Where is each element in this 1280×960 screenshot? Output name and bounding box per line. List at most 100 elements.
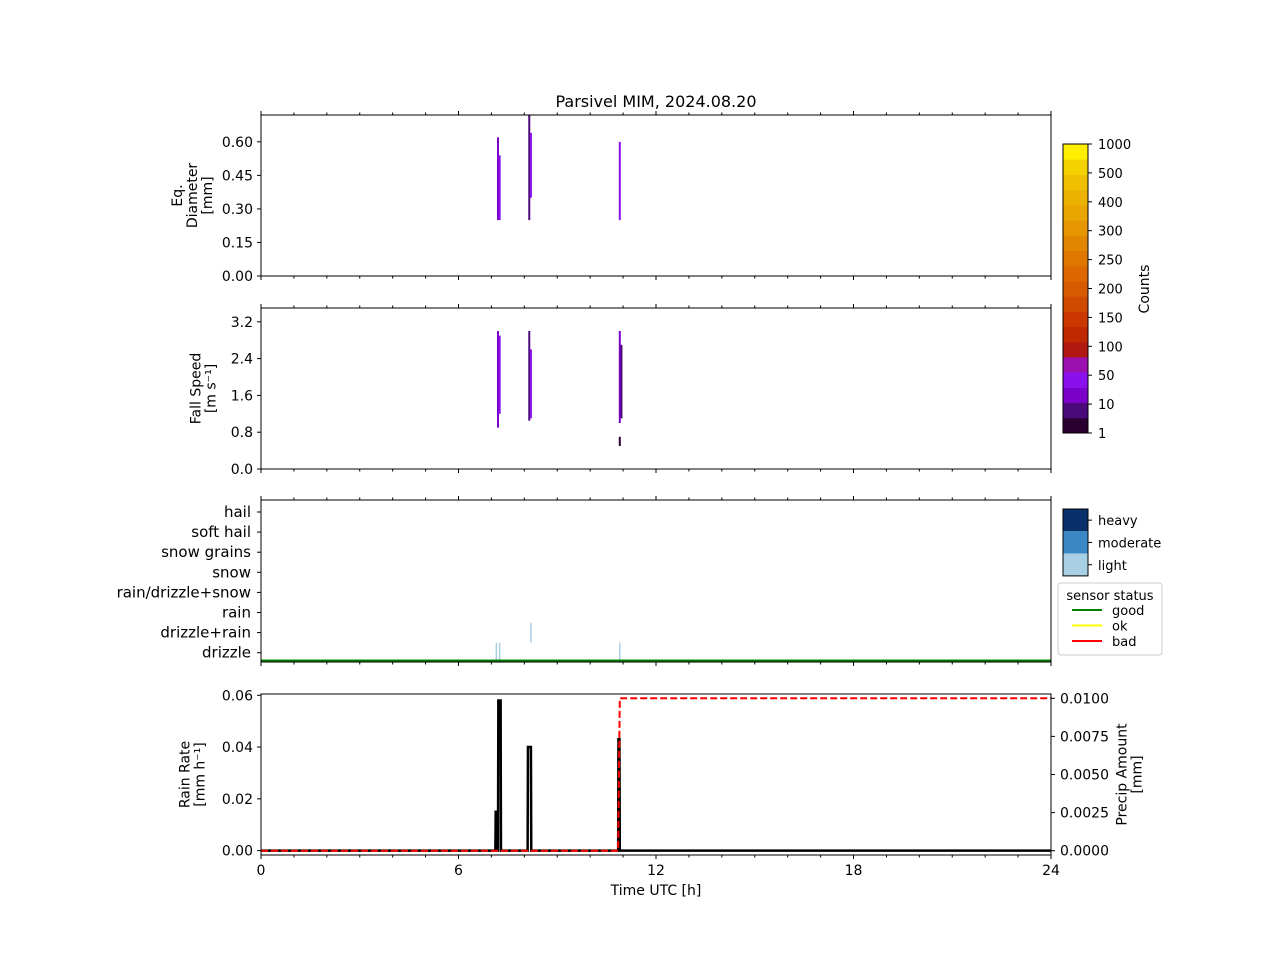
rainrate-ylabel: Rain Rate[mm h⁻¹] (178, 741, 209, 808)
colorbar-tick-label: 150 (1098, 311, 1123, 326)
colorbar-segment (1063, 417, 1088, 434)
rainrate-ytick-label: 0.00 (222, 844, 253, 860)
precip-amount-ytick-label: 0.0075 (1060, 729, 1109, 745)
precip-type-label: drizzle+rain (160, 624, 251, 642)
precip-amount-ytick-label: 0.0025 (1060, 806, 1109, 822)
diameter-ytick-label: 0.60 (222, 135, 253, 151)
colorbar-tick-label: 300 (1098, 225, 1123, 240)
diameter-ytick-label: 0.45 (222, 168, 253, 184)
fallspeed-bin (618, 436, 621, 446)
intensity-label: moderate (1098, 536, 1161, 551)
intensity-swatch (1063, 553, 1088, 576)
sensor-status-legend-box (1057, 582, 1163, 656)
fallspeed-panel: 0.0 0.8 1.6 2.4 3.2 Fall Speed[m s⁻¹] (189, 304, 1052, 478)
intensity-label: heavy (1098, 514, 1138, 529)
diameter-bin (498, 155, 501, 221)
diameter-bin (528, 115, 531, 221)
rainrate-xtick-label: 24 (1042, 863, 1060, 879)
colorbar-tick-label: 1000 (1098, 138, 1131, 153)
colorbar-segment (1063, 280, 1088, 297)
colorbar-tick-label: 1 (1098, 427, 1106, 442)
precip-amount-ylabel: Precip Amount[mm] (1115, 723, 1146, 826)
fallspeed-ytick-label: 2.4 (231, 352, 253, 368)
intensity-colorbar-frame (1062, 508, 1089, 577)
precip-type-label: snow (212, 563, 251, 581)
colorbar-segment (1063, 250, 1088, 267)
colorbar-segment (1063, 311, 1088, 328)
colorbar-segment (1063, 159, 1088, 175)
colorbar-segment (1063, 174, 1088, 191)
precip-type-label: drizzle (202, 644, 251, 662)
rainrate-panel: 0.00 0.02 0.04 0.06 0.0000 0.0025 0.0050 0.0075… (178, 688, 1146, 899)
intensity-label: light (1098, 559, 1127, 574)
colorbar-segment (1063, 387, 1088, 404)
rainrate-xlabel: Time UTC [h] (610, 883, 702, 899)
precip-type-label: rain (222, 604, 251, 622)
fallspeed-ytick-label: 1.6 (231, 388, 253, 404)
precip-type-label: soft hail (191, 523, 251, 541)
fallspeed-ylabel: Fall Speed[m s⁻¹] (189, 353, 220, 424)
colorbar-tick-label: 400 (1098, 196, 1123, 211)
diameter-ylabel: Eq.Diameter[mm] (170, 163, 216, 229)
diameter-bin (497, 137, 499, 221)
fallspeed-bin (620, 344, 623, 419)
intensity-swatch (1063, 531, 1088, 554)
precip-type-label: rain/drizzle+snow (117, 583, 251, 601)
fallspeed-bin (528, 331, 531, 421)
colorbar-tick-label: 200 (1098, 283, 1123, 298)
precip-type-label: hail (224, 503, 251, 521)
rainrate-ytick-label: 0.06 (222, 688, 253, 704)
colorbar-segment (1063, 341, 1088, 358)
fallspeed-ytick-label: 0.8 (231, 425, 253, 441)
diameter-ylabel-line: Eq. (170, 184, 186, 206)
precip-amount-line (261, 697, 1051, 852)
fallspeed-ytick-label: 3.2 (231, 315, 253, 331)
colorbar-segment (1063, 326, 1088, 343)
fallspeed-ylabel-line: [m s⁻¹] (204, 364, 220, 413)
precip-type-panel: hail soft hail snow grains snow rain/drizzle… (117, 496, 1052, 666)
rainrate-xtick-label: 12 (647, 863, 665, 879)
precip-type-event (495, 642, 498, 663)
colorbar-segment (1063, 220, 1088, 236)
rainrate-ylabel-line: Rain Rate (178, 741, 194, 808)
colorbar-segment (1063, 296, 1088, 312)
colorbar-label: Counts (1137, 265, 1153, 314)
precip-type-label: snow grains (161, 543, 251, 561)
rainrate-ytick-label: 0.02 (222, 792, 253, 808)
fallspeed-bin (497, 331, 499, 428)
diameter-bin (618, 141, 621, 221)
diameter-ylabel-line: [mm] (200, 176, 216, 214)
diameter-ytick-label: 0.15 (222, 235, 253, 251)
diameter-bin (529, 132, 532, 198)
diameter-ytick-label: 0.30 (222, 202, 253, 218)
fallspeed-ylabel-line: Fall Speed (189, 353, 205, 424)
precip-amount-ytick-label: 0.0000 (1060, 844, 1109, 860)
precip-amount-ytick-label: 0.0100 (1060, 691, 1109, 707)
fallspeed-bin (618, 331, 621, 423)
sensor-status-legend-label: bad (1112, 635, 1136, 650)
sensor-status-legend-label: good (1112, 604, 1144, 619)
colorbar-segment (1063, 204, 1088, 221)
sensor-status-legend-label: ok (1112, 620, 1128, 635)
intensity-swatch (1063, 509, 1088, 532)
colorbar-tick-label: 500 (1098, 167, 1123, 182)
colorbar-segment (1063, 235, 1088, 251)
colorbar-tick-label: 250 (1098, 254, 1123, 269)
colorbar-tick-label: 50 (1098, 369, 1115, 384)
rainrate-xtick-label: 18 (845, 863, 863, 879)
colorbar-segment (1063, 402, 1088, 419)
precip-type-event (619, 642, 621, 663)
intensity-colorbar: heavy moderate light (1062, 508, 1161, 577)
colorbar-segment (1063, 265, 1088, 282)
diameter-ylabel-line: Diameter (185, 163, 201, 229)
figure-title: Parsivel MIM, 2024.08.20 (555, 92, 756, 111)
precip-amount-ylabel-line: Precip Amount (1115, 723, 1131, 826)
counts-colorbar: 1 10 50 100 150 200 250 300 400 500 1000 (1062, 138, 1131, 442)
colorbar-tick-label: 100 (1098, 340, 1123, 355)
precip-amount-ytick-label: 0.0050 (1060, 768, 1109, 784)
fallspeed-bin (529, 349, 532, 419)
colorbar-tick-label: 10 (1098, 398, 1115, 413)
precip-type-event (530, 622, 532, 643)
rainrate-xtick-label: 6 (454, 863, 463, 879)
